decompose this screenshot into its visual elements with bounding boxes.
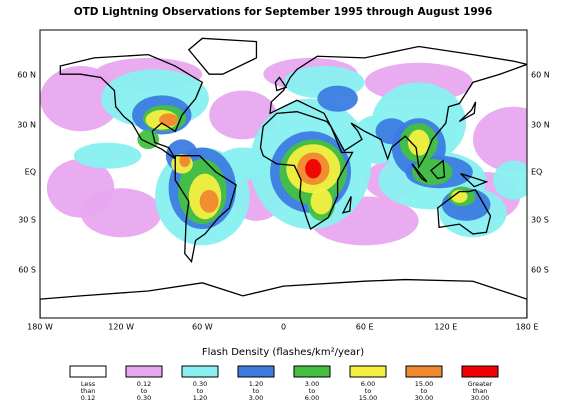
lat-label: EQ [531, 168, 542, 177]
coastline [458, 101, 477, 123]
lon-label: 120 W [108, 323, 134, 332]
legend-label: to [141, 387, 148, 395]
coastline [187, 37, 258, 75]
legend-label: than [81, 387, 96, 395]
legend-label: than [473, 387, 488, 395]
legend-label: 15.00 [359, 394, 378, 402]
lat-label: 60 N [17, 71, 36, 80]
legend-label: to [197, 387, 204, 395]
coastline [59, 53, 204, 160]
coastline [430, 159, 446, 180]
title: OTD Lightning Observations for September… [74, 6, 493, 18]
legend-swatch [405, 365, 443, 378]
coastline [259, 111, 354, 231]
legend-swatch [293, 365, 331, 378]
coastline [174, 155, 237, 264]
density-patch [159, 113, 178, 127]
legend-label: 30.00 [415, 394, 434, 402]
legend-label: 1.20 [249, 380, 263, 388]
legend-label: 0.30 [193, 380, 207, 388]
density-patch [407, 129, 430, 156]
density-patch [179, 154, 191, 168]
lon-label: 180 E [516, 323, 539, 332]
legend: Lessthan0.120.12to0.300.30to1.201.20to3.… [69, 365, 499, 402]
lat-label: 30 N [531, 121, 550, 130]
density-patch [40, 66, 122, 132]
legend-swatch [237, 365, 275, 378]
coastline [269, 45, 527, 170]
legend-label: Greater [468, 380, 493, 388]
legend-swatch [461, 365, 499, 378]
legend-label: to [309, 387, 316, 395]
legend-swatch [69, 365, 107, 378]
lon-label: 60 E [356, 323, 374, 332]
lat-label: 30 S [531, 216, 549, 225]
density-patch [199, 189, 219, 213]
legend-label: 0.12 [137, 380, 151, 388]
density-patch [310, 188, 333, 215]
legend-label: 0.12 [81, 394, 95, 402]
legend-swatch [181, 365, 219, 378]
lat-label: EQ [25, 168, 36, 177]
lat-label: 60 S [531, 266, 549, 275]
lat-label: 30 N [17, 121, 36, 130]
lon-label: 180 W [27, 323, 53, 332]
density-patch [73, 142, 142, 169]
lat-label: 30 S [18, 216, 36, 225]
legend-label: 0.30 [137, 394, 151, 402]
density-patch [305, 158, 322, 179]
density-patch [80, 188, 162, 238]
density-patch [375, 118, 408, 145]
legend-label: to [365, 387, 372, 395]
coastline [341, 196, 352, 214]
coastline [411, 163, 428, 183]
legend-label: 3.00 [249, 394, 263, 402]
legend-label: 6.00 [305, 394, 319, 402]
lon-label: 0 [281, 323, 286, 332]
legend-swatch [125, 365, 163, 378]
coastline [460, 173, 489, 188]
density-patch [493, 160, 527, 200]
map-border [39, 29, 528, 319]
lat-label: 60 S [18, 266, 36, 275]
legend-swatch [349, 365, 387, 378]
density-patch [209, 90, 277, 140]
lon-label: 120 E [434, 323, 457, 332]
coastline [437, 189, 492, 235]
lon-label: 60 W [192, 323, 213, 332]
legend-label: 1.20 [193, 394, 207, 402]
density-patch [317, 85, 358, 112]
legend-title: Flash Density (flashes/km²/year) [202, 347, 364, 358]
legend-label: to [253, 387, 260, 395]
density-layer [40, 57, 527, 246]
legend-label: 15.00 [415, 380, 434, 388]
legend-label: 30.00 [471, 394, 490, 402]
legend-label: 3.00 [305, 380, 319, 388]
density-patch [472, 106, 527, 172]
coastline [40, 278, 527, 318]
lat-label: 60 N [531, 71, 550, 80]
legend-label: to [421, 387, 428, 395]
density-patch [451, 189, 468, 203]
coastline [274, 76, 288, 92]
legend-label: Less [81, 380, 96, 388]
legend-label: 6.00 [361, 380, 375, 388]
coastlines [40, 37, 527, 318]
